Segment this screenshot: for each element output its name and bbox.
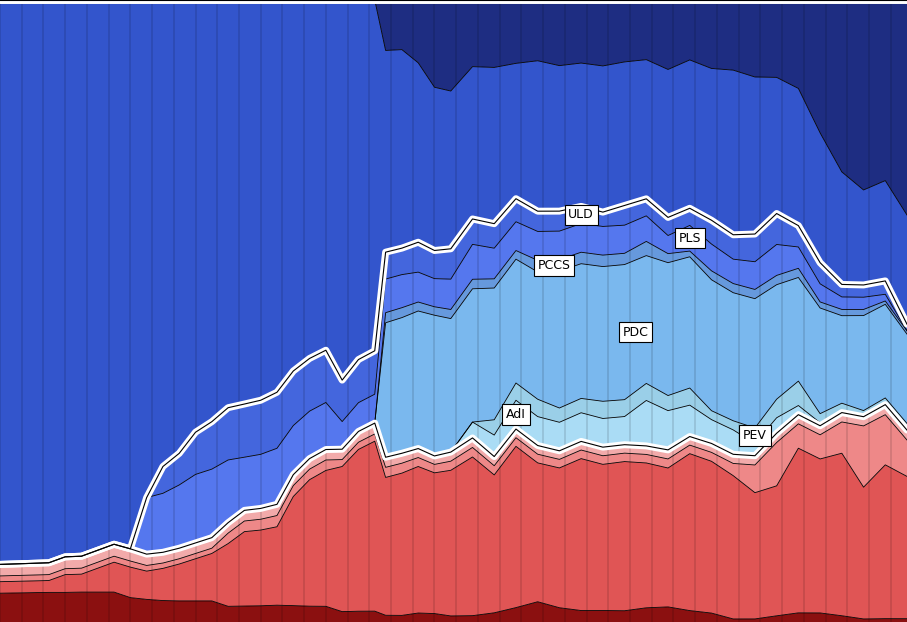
Text: ULD: ULD	[569, 208, 594, 221]
Text: PDC: PDC	[622, 325, 649, 338]
Text: PCCS: PCCS	[538, 259, 571, 272]
Text: PEV: PEV	[743, 429, 766, 442]
Text: PLS: PLS	[678, 232, 701, 244]
Text: AdI: AdI	[506, 408, 526, 421]
